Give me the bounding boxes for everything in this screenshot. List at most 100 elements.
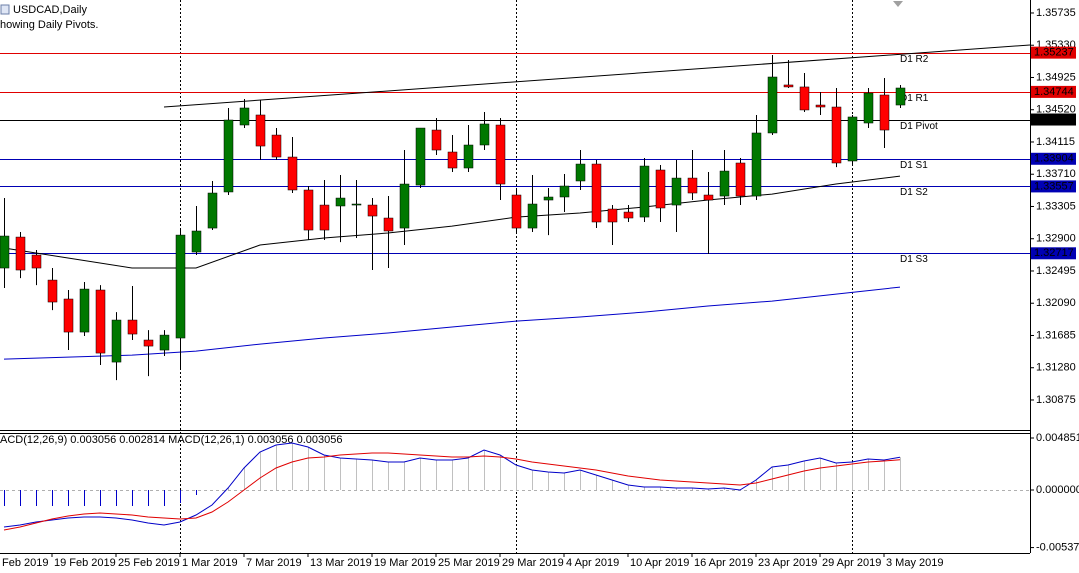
candle-body: [0, 235, 10, 269]
macd-title: ACD(12,26,9) 0.003056 0.002814 MACD(12,2…: [0, 434, 342, 446]
indicator-line: [3, 175, 901, 269]
y-tick-label: 1.34925: [1036, 71, 1076, 83]
candle-body: [271, 134, 282, 158]
y-tick-label: 1.33305: [1036, 200, 1076, 212]
y-tick-label: 1.34115: [1036, 136, 1075, 148]
indicator-line: [3, 286, 901, 360]
candle-body: [623, 211, 634, 219]
y-tick-label: 0.000000: [1036, 484, 1079, 496]
chart-title: USDCAD,Daily: [13, 4, 87, 16]
candle-body: [447, 151, 458, 169]
pivot-label: D1 R1: [900, 93, 929, 104]
x-tick-label: 4 Apr 2019: [566, 557, 619, 569]
candle-body: [703, 194, 714, 201]
price-box-label: 1.35237: [1034, 47, 1074, 59]
shift-marker: [893, 1, 903, 7]
candle-body: [591, 163, 602, 223]
candle-body: [335, 197, 346, 207]
candle-body: [15, 236, 26, 271]
candle-body: [255, 114, 266, 147]
candle-body: [127, 319, 138, 335]
candle-body: [63, 298, 74, 333]
y-tick-label: 1.34520: [1036, 104, 1076, 116]
pivot-label: D1 S1: [900, 160, 928, 171]
y-tick-label: 1.31685: [1036, 329, 1076, 341]
x-tick-label: 13 Mar 2019: [310, 557, 372, 569]
candle-body: [351, 203, 362, 206]
price-box: [1031, 113, 1076, 126]
x-tick-label: 3 May 2019: [886, 557, 943, 569]
candle-body: [543, 196, 554, 201]
candle-body: [895, 87, 906, 106]
candle-body: [207, 192, 218, 229]
x-tick-label: 1 Mar 2019: [182, 557, 238, 569]
candle-body: [879, 94, 890, 131]
symbol-icon: [0, 4, 10, 15]
x-tick-label: Feb 2019: [2, 557, 48, 569]
candle-body: [639, 165, 650, 218]
price-box-label: 1.33557: [1034, 180, 1074, 192]
x-tick-label: 19 Mar 2019: [374, 557, 436, 569]
price-box: [1031, 247, 1076, 260]
x-tick-label: 25 Mar 2019: [438, 557, 500, 569]
frame: [0, 0, 1031, 554]
y-tick-label: 1.32090: [1036, 297, 1076, 309]
candle-body: [783, 84, 794, 88]
price-box-label: 1.33904: [1034, 153, 1074, 165]
indicator-line: [163, 44, 1031, 108]
y-tick-label: 1.30875: [1036, 394, 1076, 406]
price-box: [1031, 85, 1076, 98]
y-tick-label: 1.32495: [1036, 265, 1076, 277]
y-tick-label: 1.33710: [1036, 168, 1076, 180]
x-tick-label: 10 Apr 2019: [630, 557, 689, 569]
candle-body: [223, 119, 234, 193]
candle-body: [415, 127, 426, 186]
pivot-label: D1 R2: [900, 54, 929, 65]
candle-body: [799, 86, 810, 111]
pivot-label: D1 S2: [900, 187, 928, 198]
x-tick-label: 16 Apr 2019: [694, 557, 753, 569]
candle-body: [159, 334, 170, 351]
x-tick-label: 25 Feb 2019: [118, 557, 180, 569]
candle-body: [735, 162, 746, 197]
candle-body: [511, 194, 522, 229]
candle-body: [655, 169, 666, 209]
candle-body: [431, 129, 442, 151]
pivot-label: D1 Pivot: [900, 121, 938, 132]
price-box-label: 1.32717: [1034, 247, 1074, 259]
x-tick-label: 29 Apr 2019: [822, 557, 881, 569]
price-box-label: 1.34397: [1034, 113, 1074, 125]
y-tick-label: 1.35735: [1036, 7, 1076, 19]
candle-body: [31, 254, 42, 269]
price-box: [1031, 46, 1076, 59]
candle-body: [575, 163, 586, 182]
price-box: [1031, 152, 1076, 165]
candle-body: [383, 217, 394, 232]
candle-body: [367, 204, 378, 217]
candle-body: [239, 107, 250, 126]
candle-body: [79, 288, 90, 333]
macd-line: [3, 452, 901, 531]
x-tick-label: 29 Mar 2019: [502, 557, 564, 569]
price-box-label: 1.34744: [1034, 86, 1074, 98]
candle-body: [191, 230, 202, 253]
candle-body: [671, 177, 682, 206]
chart-subtitle: howing Daily Pivots.: [0, 19, 98, 31]
y-tick-label: -0.005371: [1036, 541, 1079, 553]
candle-body: [47, 279, 58, 303]
candle-body: [607, 208, 618, 223]
candle-body: [463, 144, 474, 169]
candle-body: [719, 170, 730, 197]
x-tick-label: 7 Mar 2019: [246, 557, 302, 569]
candle-body: [815, 104, 826, 108]
candle-body: [847, 116, 858, 162]
y-tick-label: 0.004851: [1036, 432, 1079, 444]
candle-body: [495, 124, 506, 185]
candle-body: [95, 289, 106, 354]
candle-body: [527, 203, 538, 229]
candle-body: [559, 185, 570, 198]
x-tick-label: 23 Apr 2019: [758, 557, 817, 569]
